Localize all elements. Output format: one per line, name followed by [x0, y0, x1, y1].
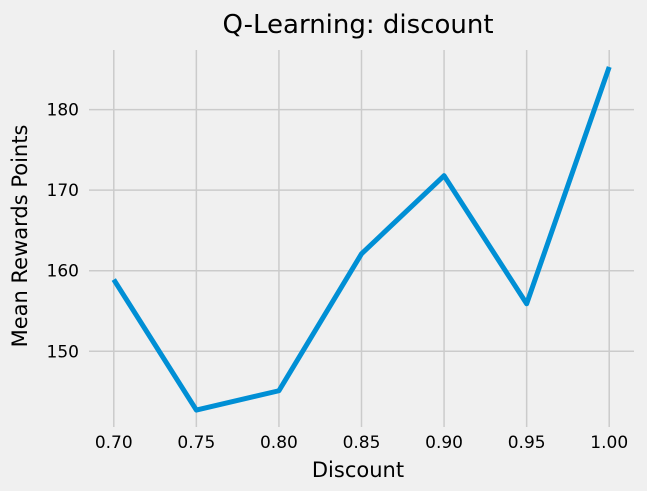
y-tick-label: 150	[47, 342, 79, 362]
y-tick-label: 160	[47, 262, 79, 282]
series-layer	[111, 66, 612, 413]
x-tick-label: 0.90	[425, 433, 463, 453]
y-tick-labels: 150 160 170 180	[47, 101, 79, 363]
x-axis-label: Discount	[312, 458, 404, 482]
x-tick-label: 1.00	[590, 433, 628, 453]
x-tick-label: 0.70	[95, 433, 133, 453]
x-tick-label: 0.95	[508, 433, 546, 453]
y-gridlines	[89, 108, 634, 353]
y-tick-label: 180	[47, 101, 79, 121]
series-line	[111, 66, 612, 413]
x-gridlines	[113, 50, 610, 427]
x-tick-label: 0.85	[343, 433, 381, 453]
y-axis-label: Mean Rewards Points	[8, 125, 32, 348]
x-tick-label: 0.80	[260, 433, 298, 453]
x-tick-labels: 0.70 0.75 0.80 0.85 0.90 0.95 1.00	[95, 433, 628, 453]
y-tick-label: 170	[47, 181, 79, 201]
x-tick-label: 0.75	[177, 433, 215, 453]
chart-title: Q-Learning: discount	[222, 10, 493, 40]
